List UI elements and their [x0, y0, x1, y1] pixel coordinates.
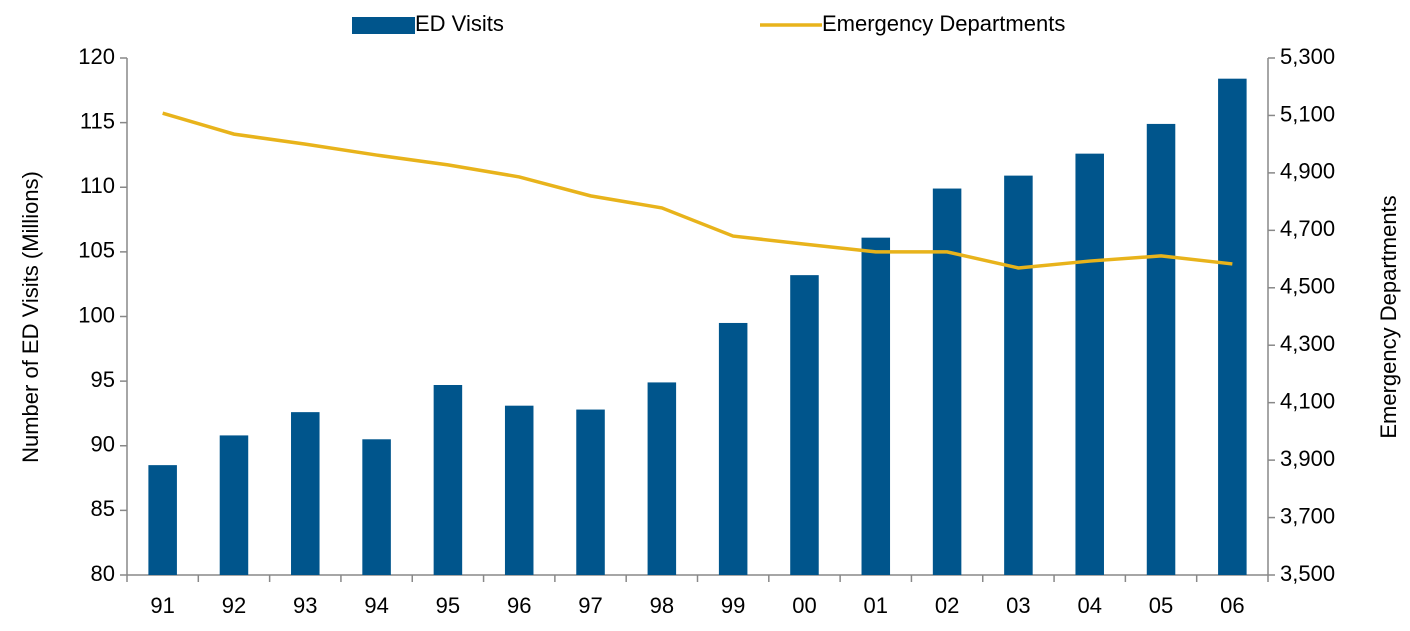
bar [504, 405, 534, 575]
bar [148, 465, 177, 575]
y2-axis-title: Emergency Departments [1376, 195, 1401, 438]
x-tick-label: 94 [364, 593, 388, 618]
y2-tick-label: 3,500 [1280, 561, 1335, 586]
x-tick-label: 05 [1149, 593, 1173, 618]
line [162, 111, 1233, 270]
y2-tick-label: 5,100 [1280, 101, 1335, 126]
bar [433, 385, 463, 575]
bar [291, 412, 320, 575]
y2-tick-label: 4,900 [1280, 159, 1335, 184]
y-tick-label: 105 [78, 238, 115, 263]
x-tick-label: 99 [721, 593, 745, 618]
x-tick-label: 92 [222, 593, 246, 618]
bar [1075, 153, 1104, 575]
x-tick-label: 04 [1077, 593, 1101, 618]
bar [1004, 175, 1033, 575]
y2-tick-label: 5,300 [1280, 44, 1335, 69]
x-tick-label: 01 [864, 593, 888, 618]
bar [1146, 123, 1176, 575]
bar [219, 435, 249, 575]
legend-label: Emergency Departments [822, 11, 1065, 36]
y-tick-label: 85 [91, 496, 115, 521]
x-tick-label: 91 [150, 593, 174, 618]
y-tick-label: 95 [91, 367, 115, 392]
bar [718, 322, 748, 575]
bar [861, 237, 891, 575]
legend-swatch [352, 17, 415, 34]
x-tick-label: 03 [1006, 593, 1030, 618]
bar [576, 409, 605, 575]
x-tick-label: 96 [507, 593, 531, 618]
x-tick-label: 97 [578, 593, 602, 618]
y2-tick-label: 4,300 [1280, 331, 1335, 356]
bar [932, 188, 962, 576]
y-axis-title: Number of ED Visits (Millions) [18, 171, 43, 463]
y-tick-label: 90 [91, 432, 115, 457]
y2-tick-label: 3,700 [1280, 503, 1335, 528]
y2-tick-label: 4,100 [1280, 388, 1335, 413]
x-tick-label: 02 [935, 593, 959, 618]
y-tick-label: 80 [91, 561, 115, 586]
bar [362, 439, 391, 575]
y2-tick-label: 3,900 [1280, 446, 1335, 471]
y-tick-label: 120 [78, 44, 115, 69]
y-tick-label: 110 [80, 173, 115, 198]
legend-label: ED Visits [415, 11, 504, 36]
x-tick-label: 93 [293, 593, 317, 618]
x-tick-label: 95 [436, 593, 460, 618]
y2-tick-label: 4,500 [1280, 274, 1335, 299]
bar [1218, 78, 1247, 576]
y-tick-label: 115 [80, 108, 115, 133]
bar [647, 382, 677, 575]
bar [790, 275, 819, 575]
y2-tick-label: 4,700 [1280, 216, 1335, 241]
x-tick-label: 06 [1220, 593, 1244, 618]
x-tick-label: 00 [792, 593, 816, 618]
y-tick-label: 100 [78, 302, 115, 327]
x-tick-label: 98 [650, 593, 674, 618]
